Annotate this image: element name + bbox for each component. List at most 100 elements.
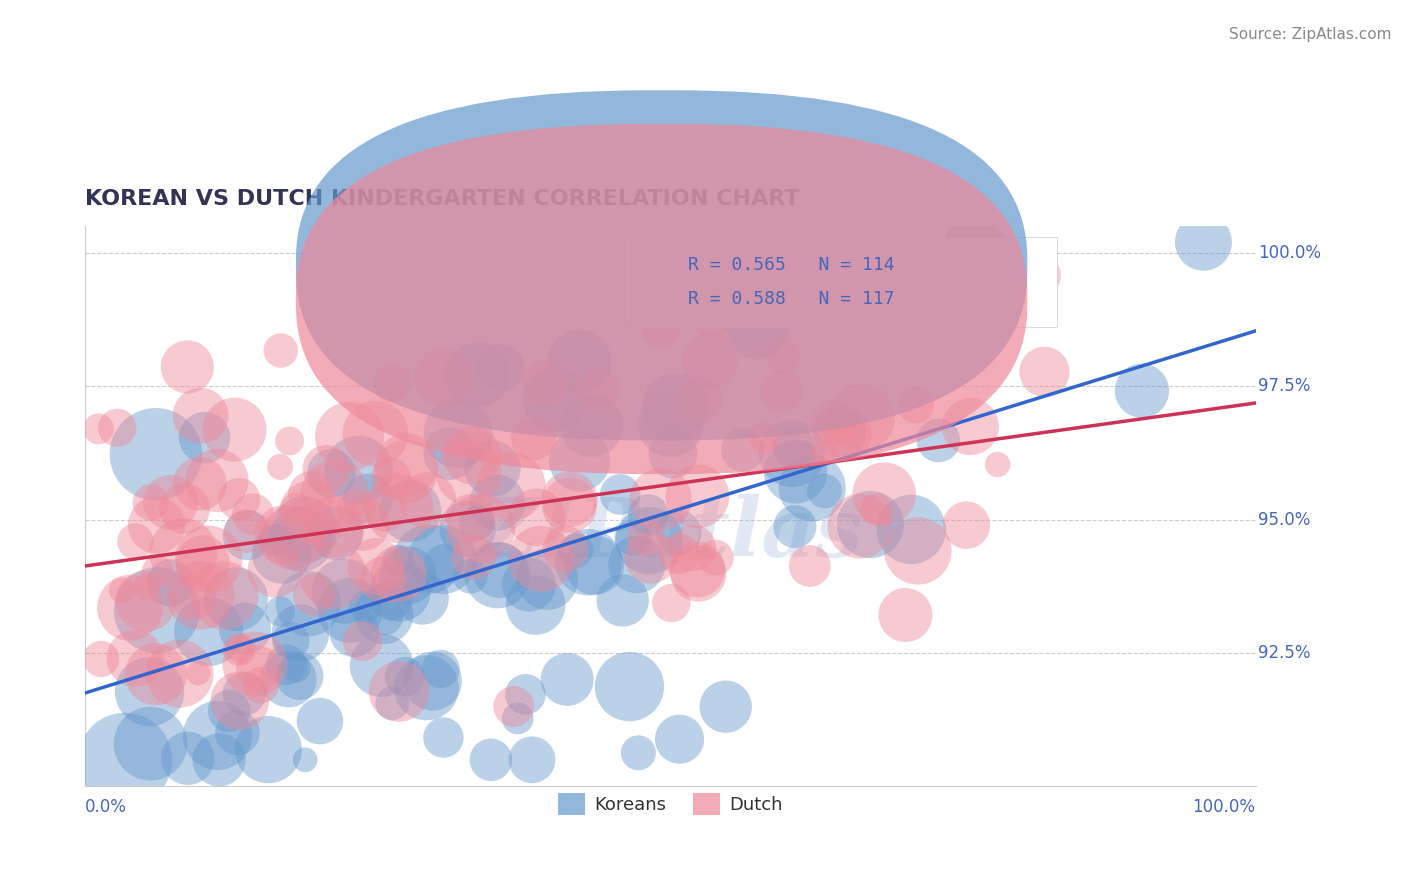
Point: [583, 558, 606, 573]
Point: [90, 652, 112, 666]
Point: [530, 552, 553, 566]
Text: ZIPatlas: ZIPatlas: [478, 494, 863, 574]
Point: [662, 447, 685, 461]
Point: [321, 467, 343, 481]
Point: [322, 520, 344, 534]
Point: [898, 278, 921, 293]
Point: [352, 634, 374, 648]
Point: [460, 511, 482, 525]
Point: [907, 544, 929, 558]
Point: [247, 661, 270, 675]
Point: [388, 501, 411, 516]
Point: [339, 603, 361, 617]
Point: [191, 555, 214, 569]
Point: [394, 670, 416, 684]
Point: [333, 584, 356, 599]
Point: [799, 558, 821, 573]
Point: [457, 466, 479, 480]
Point: [489, 563, 512, 577]
Point: [506, 711, 529, 725]
Point: [343, 625, 366, 640]
Point: [752, 431, 775, 445]
Point: [236, 528, 259, 542]
Point: [429, 662, 451, 676]
Point: [388, 566, 411, 581]
Point: [458, 569, 481, 583]
Point: [277, 672, 299, 686]
Point: [612, 593, 634, 607]
Point: [380, 471, 402, 485]
Point: [422, 674, 444, 689]
Point: [264, 563, 287, 577]
Point: [894, 607, 917, 622]
Point: [190, 409, 212, 423]
Point: [686, 562, 709, 576]
Point: [900, 522, 922, 536]
Point: [619, 680, 641, 694]
Point: [783, 441, 806, 455]
Point: [381, 376, 404, 391]
Point: [650, 492, 672, 507]
Point: [955, 518, 977, 533]
Point: [138, 684, 160, 698]
Point: [785, 465, 807, 479]
Point: [731, 442, 754, 457]
Point: [280, 633, 302, 648]
Point: [395, 464, 418, 478]
Point: [292, 523, 315, 537]
Point: [309, 714, 332, 728]
Point: [609, 487, 631, 501]
Point: [467, 368, 489, 382]
Point: [124, 534, 146, 549]
Point: [114, 753, 136, 767]
Point: [176, 359, 198, 374]
Point: [828, 425, 851, 440]
Point: [558, 492, 581, 507]
Point: [486, 568, 509, 582]
Point: [325, 526, 347, 541]
Point: [205, 474, 228, 488]
Point: [517, 577, 540, 591]
Point: [699, 354, 721, 368]
Point: [357, 491, 380, 506]
Point: [581, 418, 603, 433]
Point: [627, 746, 650, 760]
Point: [479, 753, 502, 767]
Point: [659, 596, 682, 610]
Point: [370, 658, 392, 673]
Point: [270, 547, 292, 561]
Point: [276, 657, 298, 672]
Point: [228, 642, 250, 657]
FancyBboxPatch shape: [295, 90, 1028, 441]
Point: [568, 454, 591, 468]
Point: [637, 508, 659, 522]
Point: [135, 580, 157, 594]
Point: [212, 589, 235, 603]
Point: [463, 549, 485, 564]
Text: 95.0%: 95.0%: [1258, 510, 1310, 529]
Point: [197, 552, 219, 566]
Point: [461, 449, 484, 463]
Point: [389, 584, 412, 599]
Point: [668, 732, 690, 747]
Point: [235, 524, 257, 539]
Point: [257, 742, 280, 756]
Point: [228, 492, 250, 507]
Point: [515, 687, 537, 701]
Point: [396, 568, 419, 582]
Point: [364, 559, 387, 574]
Point: [243, 657, 266, 671]
Point: [139, 737, 162, 751]
Point: [139, 495, 162, 509]
Point: [558, 498, 581, 512]
Point: [522, 431, 544, 445]
Point: [638, 533, 661, 548]
Point: [364, 426, 387, 441]
Point: [704, 550, 727, 565]
Point: [959, 419, 981, 434]
Point: [352, 517, 374, 532]
Point: [1130, 384, 1153, 398]
Point: [520, 753, 543, 767]
Point: [524, 510, 547, 524]
Point: [688, 392, 710, 407]
